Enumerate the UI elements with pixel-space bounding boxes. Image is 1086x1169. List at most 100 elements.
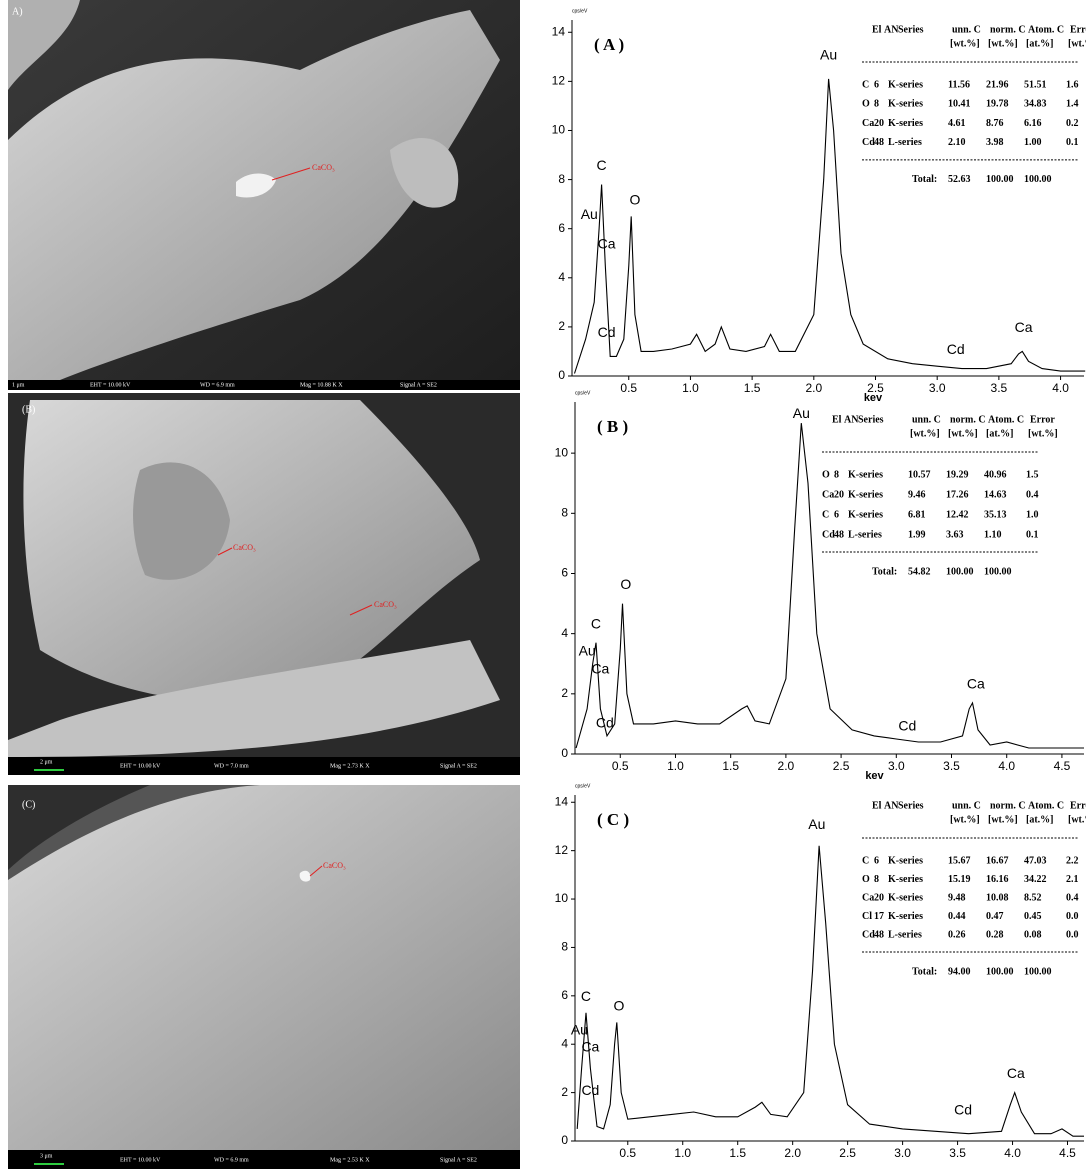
x-tick-label: 4.0 xyxy=(1052,381,1069,395)
table-cell: 19.29 xyxy=(946,469,969,480)
x-tick-label: 0.5 xyxy=(619,1146,636,1160)
image-info: Mag = 2.53 K X xyxy=(330,1157,370,1163)
table-cell: 11.56 xyxy=(948,79,970,90)
y-tick-label: 14 xyxy=(555,794,569,808)
table-cell: 6.16 xyxy=(1024,118,1042,129)
peak-label: Au xyxy=(571,1022,588,1038)
peak-label: Cd xyxy=(598,324,616,340)
image-info: Mag = 10.88 K X xyxy=(300,382,343,388)
x-tick-label: 1.0 xyxy=(682,381,699,395)
table-cell: 15.19 xyxy=(948,874,971,885)
table-header: AN xyxy=(844,414,859,425)
image-info: EHT = 10.00 kV xyxy=(120,1157,161,1163)
table-cell: 20 xyxy=(874,892,884,903)
table-total: Total: xyxy=(912,174,937,185)
y-tick-label: 8 xyxy=(558,172,565,186)
table-cell: 1.99 xyxy=(908,529,926,540)
table-cell: K-series xyxy=(848,469,883,480)
table-cell: 0.28 xyxy=(986,929,1004,940)
table-total: Total: xyxy=(872,566,897,577)
table-cell: O xyxy=(862,874,870,885)
x-tick-label: 1.0 xyxy=(667,759,684,773)
image-info: EHT = 10.00 kV xyxy=(120,763,161,769)
table-cell: 2.2 xyxy=(1066,855,1079,866)
x-tick-label: 2.0 xyxy=(778,759,795,773)
y-tick-label: 2 xyxy=(561,686,568,700)
y-tick-label: 8 xyxy=(561,505,568,519)
table-cell: 2.10 xyxy=(948,137,966,148)
panel-label: A) xyxy=(12,6,23,17)
peak-label: Cd xyxy=(596,715,614,731)
x-axis-label: kev xyxy=(865,770,884,782)
table-cell: Cl xyxy=(862,911,872,922)
x-tick-label: 2.0 xyxy=(784,1146,801,1160)
table-unit: [at.%] xyxy=(1026,814,1054,825)
table-cell: 8.76 xyxy=(986,118,1004,129)
page: A)CaCO₃1 μmEHT = 10.00 kVWD = 6.9 mmMag … xyxy=(0,0,1086,1169)
scale-bar-label: 2 μm xyxy=(40,759,53,765)
scale-bar-label: 1 μm xyxy=(12,382,25,388)
table-header: unn. C xyxy=(952,24,981,35)
table-header: Error xyxy=(1030,414,1055,425)
table-cell: 35.13 xyxy=(984,509,1007,520)
table-total: 52.63 xyxy=(948,174,971,185)
x-tick-label: 2.5 xyxy=(833,759,850,773)
table-cell: 3.63 xyxy=(946,529,964,540)
table-header: Series xyxy=(898,24,924,35)
x-tick-label: 3.5 xyxy=(991,381,1008,395)
x-tick-label: 3.0 xyxy=(888,759,905,773)
table-unit: [at.%] xyxy=(986,428,1014,439)
table-cell: 48 xyxy=(834,529,844,540)
y-tick-label: 2 xyxy=(561,1085,568,1099)
table-unit: [wt.%] xyxy=(948,428,978,439)
x-tick-label: 4.5 xyxy=(1059,1146,1076,1160)
y-tick-label: 6 xyxy=(561,566,568,580)
table-cell: L-series xyxy=(888,929,922,940)
table-unit: [wt.%] xyxy=(1068,38,1086,49)
y-tick-label: 0 xyxy=(561,746,568,760)
peak-label: Ca xyxy=(1007,1065,1025,1081)
y-tick-label: 10 xyxy=(555,891,569,905)
image-info: WD = 6.9 mm xyxy=(214,1157,249,1163)
peak-label: C xyxy=(591,615,601,631)
panel-label: (C) xyxy=(22,799,35,810)
peak-label: Cd xyxy=(947,341,965,357)
figure: A)CaCO₃1 μmEHT = 10.00 kVWD = 6.9 mmMag … xyxy=(0,0,1086,1169)
table-cell: K-series xyxy=(848,509,883,520)
peak-label: Cd xyxy=(898,718,916,734)
table-header: Atom. C xyxy=(988,414,1024,425)
peak-label: C xyxy=(581,988,591,1004)
peak-label: Ca xyxy=(591,660,609,676)
y-tick-label: 8 xyxy=(561,940,568,954)
y-tick-label: 4 xyxy=(558,270,565,284)
peak-label: Au xyxy=(808,816,825,832)
table-cell: 3.98 xyxy=(986,137,1004,148)
table-header: Atom. C xyxy=(1028,24,1064,35)
y-tick-label: 12 xyxy=(552,74,566,88)
table-cell: 9.48 xyxy=(948,892,966,903)
x-tick-label: 2.0 xyxy=(805,381,822,395)
table-cell: 6 xyxy=(874,79,879,90)
x-tick-label: 3.5 xyxy=(943,759,960,773)
table-cell: 15.67 xyxy=(948,855,971,866)
table-header: norm. C xyxy=(990,800,1026,811)
table-cell: 17.26 xyxy=(946,489,969,500)
table-cell: K-series xyxy=(888,855,923,866)
table-cell: 1.5 xyxy=(1026,469,1039,480)
table-cell: L-series xyxy=(888,137,922,148)
table-cell: 1.00 xyxy=(1024,137,1042,148)
table-cell: 6 xyxy=(874,855,879,866)
table-cell: K-series xyxy=(888,79,923,90)
table-cell: 0.4 xyxy=(1066,892,1079,903)
table-cell: 8 xyxy=(834,469,839,480)
x-tick-label: 1.5 xyxy=(729,1146,746,1160)
sem-image-c xyxy=(8,785,520,1169)
x-tick-label: 4.5 xyxy=(1054,759,1071,773)
table-cell: 48 xyxy=(874,929,884,940)
table-cell: 20 xyxy=(834,489,844,500)
table-cell: 47.03 xyxy=(1024,855,1047,866)
peak-label: Ca xyxy=(581,1039,599,1055)
peak-label: C xyxy=(597,157,607,173)
table-cell: 4.61 xyxy=(948,118,966,129)
y-tick-label: 0 xyxy=(561,1133,568,1147)
